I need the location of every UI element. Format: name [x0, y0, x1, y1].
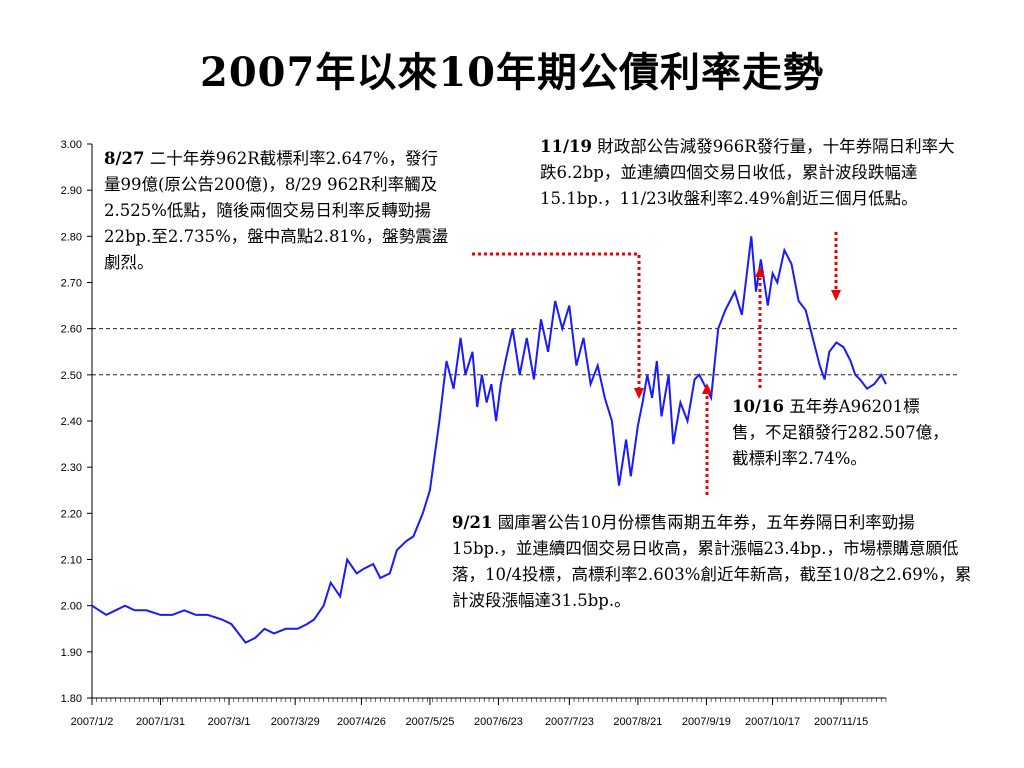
x-tick-label-2: 2007/3/1 [208, 716, 251, 728]
y-tick-label-3: 2.70 [61, 278, 82, 290]
y-tick-label-9: 2.10 [61, 555, 82, 567]
x-tick-label-7: 2007/7/23 [545, 716, 594, 728]
annotation-0921-text: 國庫署公告10月份標售兩期五年券，五年券隔日利率勁揚15bp.，並連續四個交易日… [452, 513, 972, 610]
y-tick-label-7: 2.30 [61, 462, 82, 474]
annotation-1016-date: 10/16 [732, 397, 784, 416]
annotation-1119-text: 財政部公告減發966R發行量，十年券隔日利率大跌6.2bp，並連續四個交易日收低… [540, 137, 955, 208]
y-tick-label-0: 3.00 [61, 139, 82, 151]
y-tick-label-2: 2.80 [61, 231, 82, 243]
x-tick-label-6: 2007/6/23 [474, 716, 523, 728]
chart-axes [87, 143, 887, 705]
y-tick-label-10: 2.00 [61, 601, 82, 613]
x-tick-label-3: 2007/3/29 [271, 716, 320, 728]
x-tick-label-0: 2007/1/2 [71, 716, 114, 728]
yield-series-line [91, 236, 887, 644]
arrow-0921-head [702, 383, 712, 394]
page-title: 2007年以來10年期公債利率走勢 [200, 49, 824, 96]
y-tick-labels: 3.00 2.90 2.80 2.70 2.60 2.50 2.40 2.30 2.20 2.10… [61, 139, 82, 705]
y-tick-label-6: 2.40 [61, 416, 82, 428]
y-tick-label-5: 2.50 [61, 370, 82, 382]
x-tick-label-10: 2007/10/17 [745, 716, 800, 728]
y-tick-label-1: 2.90 [61, 185, 82, 197]
annotation-0921-date: 9/21 [452, 513, 493, 532]
x-tick-label-9: 2007/9/19 [682, 716, 731, 728]
x-tick-labels: 2007/1/2 2007/1/31 2007/3/1 2007/3/29 2007/4… [71, 716, 869, 728]
annotation-1119: 11/19 財政部公告減發966R發行量，十年券隔日利率大跌6.2bp，並連續四… [540, 134, 960, 212]
x-tick-label-11: 2007/11/15 [814, 716, 868, 728]
annotation-1016-text: 五年券A96201標售，不足額發行282.507億，截標利率2.74%。 [732, 397, 949, 468]
annotation-0827-text: 二十年券962R截標利率2.647%，發行量99億(原公告200億)，8/29 … [104, 149, 449, 272]
x-tick-label-1: 2007/1/31 [136, 716, 185, 728]
arrow-1119-head [831, 290, 841, 301]
arrow-0827-head [634, 388, 644, 399]
annotation-0827-date: 8/27 [104, 149, 145, 168]
annotation-1016: 10/16 五年券A96201標售，不足額發行282.507億，截標利率2.74… [732, 394, 952, 472]
annotation-1119-date: 11/19 [540, 137, 592, 156]
arrow-0827-shaft [472, 252, 641, 388]
x-tick-label-4: 2007/4/26 [337, 716, 386, 728]
y-tick-label-11: 1.90 [61, 647, 82, 659]
x-tick-label-5: 2007/5/25 [405, 716, 454, 728]
reference-lines [92, 328, 958, 376]
annotation-0827: 8/27 二十年券962R截標利率2.647%，發行量99億(原公告200億)，… [104, 146, 454, 276]
arrow-1016-head [755, 266, 765, 277]
y-tick-label-12: 1.80 [61, 693, 82, 705]
annotation-arrows [472, 232, 841, 495]
x-tick-label-8: 2007/8/21 [613, 716, 662, 728]
y-tick-label-4: 2.60 [61, 324, 82, 336]
y-tick-label-8: 2.20 [61, 508, 82, 520]
annotation-0921: 9/21 國庫署公告10月份標售兩期五年券，五年券隔日利率勁揚15bp.，並連續… [452, 510, 972, 614]
